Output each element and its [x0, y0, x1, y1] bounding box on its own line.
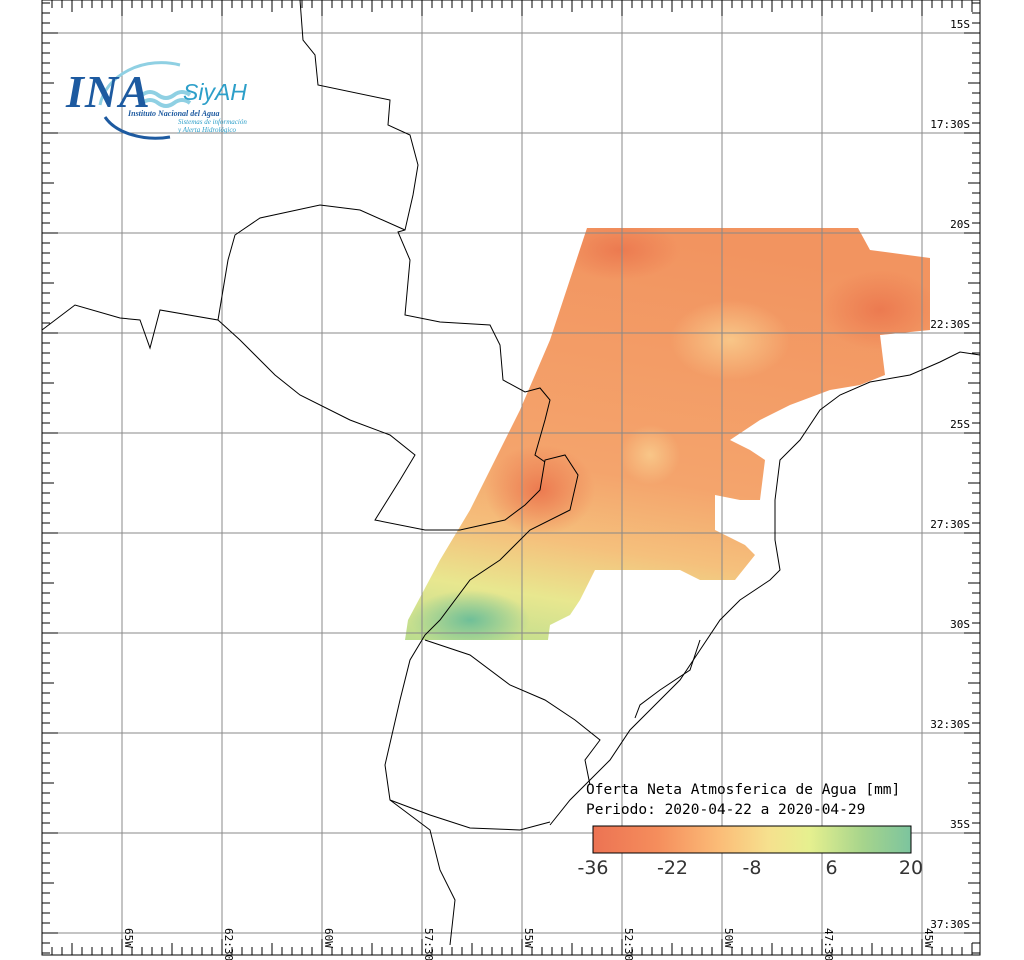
- logo-acronym: INA: [66, 66, 151, 117]
- lat-label: 32:30S: [930, 718, 970, 731]
- lon-label: 62:30W: [222, 928, 235, 960]
- colorbar-tick-label: -36: [577, 857, 609, 879]
- logo-institution: Instituto Nacional del Agua: [128, 109, 220, 118]
- colorbar: [592, 825, 912, 854]
- logo-arc-icon: [98, 61, 192, 140]
- lat-label: 30S: [950, 618, 970, 631]
- lon-label: 47:30W: [822, 928, 835, 960]
- logo-system: SiyAH: [183, 79, 247, 105]
- data-field: [405, 228, 930, 640]
- legend-title: Oferta Neta Atmosferica de Agua [mm]: [586, 782, 901, 798]
- lat-label: 20S: [950, 218, 970, 231]
- colorbar-tick-label: 6: [825, 857, 838, 879]
- colorbar-tick-label: -8: [742, 857, 762, 879]
- map-frame: [41, 0, 981, 956]
- colorbar-tick-label: 20: [898, 857, 924, 879]
- logo-subtitle-1: Sistemas de información: [178, 118, 247, 126]
- lat-label: 35S: [950, 818, 970, 831]
- lat-label: 37:30S: [930, 918, 970, 931]
- lon-label: 57:30W: [422, 928, 435, 960]
- graticule: [42, 0, 980, 955]
- frame-ticks: [41, 0, 980, 955]
- logo-subtitle: Sistemas de información y Alerta Hidroló…: [178, 118, 247, 134]
- lat-label: 17:30S: [930, 118, 970, 131]
- lat-label: 27:30S: [930, 518, 970, 531]
- colorbar-tick-label: -22: [656, 857, 689, 879]
- lon-label: 55W: [522, 928, 535, 948]
- lon-label: 65W: [122, 928, 135, 948]
- lon-label: 45W: [922, 928, 935, 948]
- lon-label: 52:30W: [622, 928, 635, 960]
- lon-label: 50W: [722, 928, 735, 948]
- ina-siyah-logo: INA SiyAH Instituto Nacional del Agua Si…: [60, 45, 270, 145]
- lat-label: 15S: [950, 18, 970, 31]
- lat-label: 25S: [950, 418, 970, 431]
- lat-label: 22:30S: [930, 318, 970, 331]
- legend-period: Periodo: 2020-04-22 a 2020-04-29: [586, 802, 866, 818]
- logo-subtitle-2: y Alerta Hidrológico: [178, 126, 236, 134]
- country-borders: [41, 0, 981, 946]
- lon-label: 60W: [322, 928, 335, 948]
